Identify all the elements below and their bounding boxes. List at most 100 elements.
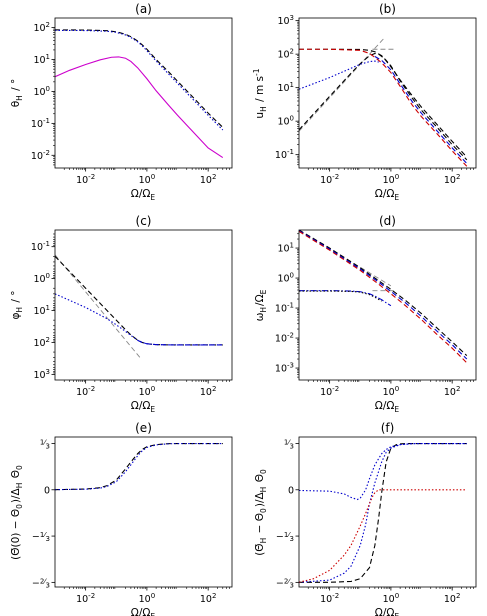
plot-frame: [298, 436, 477, 588]
chart-panel-b: 10-2 100 102 10-1 100 101 102 103 (b) Ω/ΩE uH / m…: [252, 2, 477, 202]
y-tick-label: 10-1: [31, 117, 50, 130]
series-line-2: [299, 442, 467, 501]
series-line-2: [55, 442, 223, 491]
y-tick-label: 103: [277, 14, 294, 27]
series-line-3: [299, 442, 467, 583]
x-tick-label: 10-2: [76, 173, 95, 186]
y-tick-label: 1⁄3: [284, 438, 294, 450]
series-line-3: [299, 52, 468, 158]
series-line-3: [55, 293, 223, 346]
y-axis-label: φH / °: [10, 290, 24, 319]
y-tick-label: 101: [33, 53, 50, 66]
x-axis-label: Ω/ΩE: [375, 400, 400, 414]
y-tick-label: 101: [277, 81, 294, 94]
y-tick-label: 101: [33, 304, 50, 317]
y-tick-label: 10-2: [31, 149, 50, 162]
series-line-1: [55, 442, 223, 491]
x-tick-label: 102: [200, 592, 217, 605]
y-tick-label: −1⁄3: [32, 531, 50, 543]
series-line-5: [299, 230, 468, 364]
y-tick-label: 100: [33, 85, 50, 98]
series-group: [55, 254, 223, 358]
y-axis-label: (Θ̄H − Θ0 )/ΔH Θ0: [254, 468, 268, 556]
x-axis-label: Ω/ΩE: [131, 400, 156, 414]
y-tick-label: 0: [44, 485, 50, 496]
chart-panel-f: 10-2 100 102 1⁄3 0 −1⁄3 −2⁄3 (f) Ω/ΩE (Θ̄H − Θ0 …: [254, 421, 477, 616]
x-axis-label: Ω/ΩE: [131, 188, 156, 202]
series-line-7: [299, 290, 382, 302]
series-line-2: [55, 29, 224, 131]
y-axis-label: ωH /ΩE: [254, 289, 268, 322]
y-tick-label: 10-1: [31, 240, 50, 253]
y-tick-label: 10-3: [275, 362, 294, 375]
series-group: [299, 37, 468, 167]
x-tick-label: 10-2: [320, 592, 339, 605]
panel-title: (e): [135, 421, 152, 435]
series-line-6: [374, 56, 468, 164]
series-group: [55, 29, 224, 159]
y-tick-label: −2⁄3: [32, 577, 50, 589]
x-axis-label: Ω/ΩE: [375, 607, 400, 616]
y-tick-label: 100: [277, 272, 294, 285]
series-group: [299, 230, 468, 364]
x-tick-label: 100: [383, 592, 400, 605]
series-line-1: [299, 442, 467, 583]
x-tick-label: 10-2: [320, 173, 339, 186]
x-tick-label: 102: [200, 173, 217, 186]
y-tick-label: 100: [33, 272, 50, 285]
y-axis-label: (Θ̄(0) − Θ0 )/ΔH Θ0: [10, 464, 24, 560]
x-tick-label: 100: [383, 385, 400, 398]
y-tick-label: 102: [277, 48, 294, 61]
series-line-3: [299, 230, 468, 357]
series-line-4: [137, 339, 223, 346]
x-tick-label: 100: [139, 385, 156, 398]
series-line-6: [299, 290, 392, 307]
chart-panel-e: 10-2 100 102 1⁄3 0 −1⁄3 −2⁄3 (e) Ω/ΩE (Θ̄(0) − Θ…: [10, 421, 233, 616]
series-line-4: [299, 489, 467, 583]
chart-panel-c: 10-2 100 102 10-1 100 101 102 103 (c) Ω/ΩE φH / °: [10, 214, 233, 414]
series-line-2: [55, 255, 223, 346]
y-tick-label: 10-1: [275, 302, 294, 315]
chart-panel-d: 10-2 100 102 10-3 10-2 10-1 100 101 (d) Ω/ΩE ωH /…: [254, 214, 477, 414]
series-line-1: [55, 254, 141, 358]
y-tick-label: 10-2: [275, 332, 294, 345]
y-tick-label: 102: [33, 336, 50, 349]
y-axis-label: uH / m s-1: [252, 67, 268, 118]
x-tick-label: 100: [139, 592, 156, 605]
x-tick-label: 100: [139, 173, 156, 186]
x-tick-label: 10-2: [76, 385, 95, 398]
panel-title: (d): [379, 214, 396, 228]
x-tick-label: 102: [444, 385, 461, 398]
panel-title: (c): [136, 214, 152, 228]
x-tick-label: 10-2: [76, 592, 95, 605]
series-line-3: [55, 56, 224, 159]
series-group: [299, 442, 467, 583]
series-line-1: [299, 37, 385, 132]
x-axis-label: Ω/ΩE: [131, 607, 156, 616]
x-tick-label: 102: [444, 173, 461, 186]
y-tick-label: 102: [33, 21, 50, 34]
x-tick-label: 100: [383, 173, 400, 186]
y-tick-label: 0: [288, 485, 294, 496]
y-tick-label: −1⁄3: [276, 531, 294, 543]
x-tick-label: 10-2: [320, 385, 339, 398]
y-tick-label: 1⁄3: [40, 438, 50, 450]
panel-title: (f): [381, 421, 395, 435]
y-tick-label: 10-1: [275, 148, 294, 161]
series-line-1: [55, 29, 224, 128]
x-tick-label: 102: [444, 592, 461, 605]
y-tick-label: 103: [33, 368, 50, 381]
chart-panel-a: 10-2 100 102 10-2 10-1 100 101 102 (a) Ω/ΩE θH / …: [10, 2, 233, 202]
y-tick-label: 100: [277, 115, 294, 128]
panel-title: (b): [379, 2, 396, 16]
y-tick-label: −2⁄3: [276, 577, 294, 589]
x-axis-label: Ω/ΩE: [375, 188, 400, 202]
panel-title: (a): [135, 2, 152, 16]
series-line-4: [299, 230, 468, 360]
plot-frame: [298, 229, 477, 381]
plot-frame: [54, 229, 233, 381]
y-tick-label: 101: [277, 242, 294, 255]
series-line-5: [299, 48, 468, 161]
y-axis-label: θH / °: [10, 79, 24, 108]
